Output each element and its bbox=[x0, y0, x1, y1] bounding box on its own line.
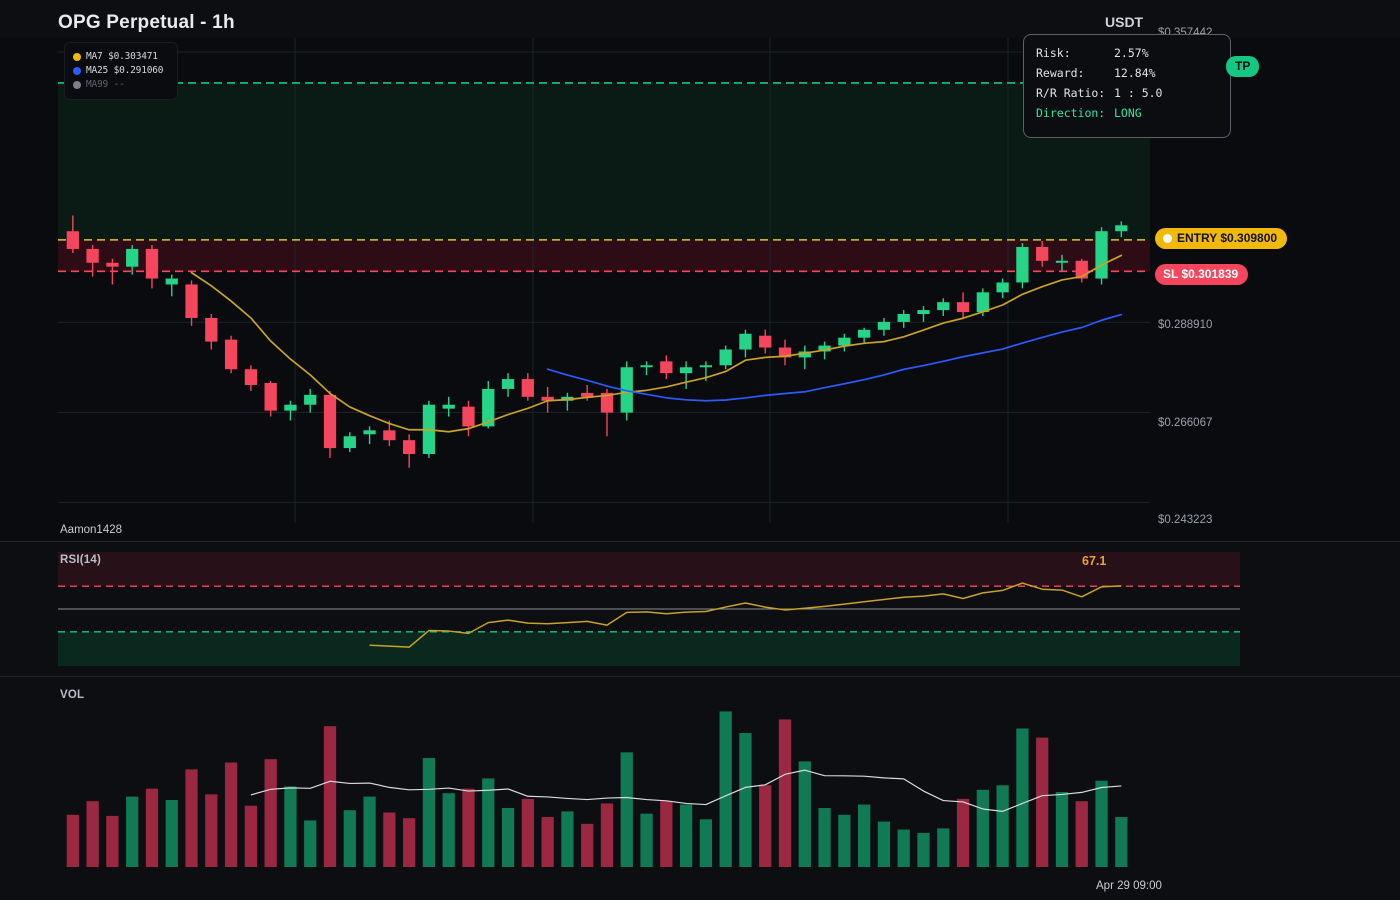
rr-ratio-key: R/R Ratio: bbox=[1036, 86, 1106, 100]
rr-ratio-value: 1 : 5.0 bbox=[1114, 86, 1163, 100]
reward-key: Reward: bbox=[1036, 66, 1085, 80]
quote-currency-label: USDT bbox=[1105, 14, 1144, 30]
entry-label: ENTRY $0.309800 bbox=[1177, 231, 1278, 245]
risk-key: Risk: bbox=[1036, 46, 1071, 60]
entry-tag[interactable]: ENTRY $0.309800 bbox=[1155, 228, 1288, 249]
rsi-value: 67.1 bbox=[1082, 554, 1107, 568]
volume-panel: VOL bbox=[0, 677, 1400, 900]
ma99-color-dot bbox=[73, 80, 81, 89]
reward-value: 12.84% bbox=[1114, 66, 1156, 80]
ma-legend-row-ma25[interactable]: MA25 $0.291060 bbox=[73, 64, 169, 77]
stop-loss-label: SL $0.301839 bbox=[1163, 267, 1239, 281]
ma7-color-dot bbox=[73, 52, 81, 61]
risk-value: 2.57% bbox=[1114, 46, 1149, 60]
take-profit-tag[interactable]: TP bbox=[1226, 56, 1260, 77]
time-axis-label: Apr 29 09:00 bbox=[1096, 880, 1162, 892]
panel-separator-2 bbox=[0, 676, 1400, 677]
rsi-plot[interactable] bbox=[58, 542, 1240, 676]
rsi-svg bbox=[58, 552, 1240, 666]
price-tick-1: $0.288910 bbox=[1158, 319, 1213, 331]
ma-legend[interactable]: MA7 $0.303471 MA25 $0.291060 MA99 -- bbox=[65, 43, 177, 99]
watermark: Aamon1428 bbox=[60, 524, 123, 536]
candlestick-svg bbox=[58, 38, 1150, 523]
volume-label: VOL bbox=[60, 689, 85, 701]
price-tick-3: $0.243223 bbox=[1158, 514, 1213, 526]
risk-row: Risk: 2.57% bbox=[1036, 43, 1218, 63]
risk-reward-box: Risk: 2.57% Reward: 12.84% R/R Ratio: 1 … bbox=[1023, 34, 1231, 138]
direction-value: LONG bbox=[1114, 106, 1142, 120]
volume-svg bbox=[66, 711, 1128, 867]
panel-separator-1 bbox=[0, 541, 1400, 542]
reward-row: Reward: 12.84% bbox=[1036, 63, 1218, 83]
rsi-panel: RSI(14) 67.1 bbox=[0, 542, 1400, 676]
ma-legend-row-ma7[interactable]: MA7 $0.303471 bbox=[73, 50, 169, 63]
ma7-label: MA7 $0.303471 bbox=[86, 51, 158, 62]
price-tick-2: $0.266067 bbox=[1158, 417, 1213, 429]
stop-loss-tag[interactable]: SL $0.301839 bbox=[1155, 264, 1249, 285]
direction-row: Direction: LONG bbox=[1036, 103, 1218, 123]
page-title: OPG Perpetual - 1h bbox=[58, 12, 235, 33]
rsi-label: RSI(14) bbox=[60, 554, 102, 566]
direction-key: Direction: bbox=[1036, 106, 1106, 120]
take-profit-label: TP bbox=[1235, 59, 1251, 73]
ma99-label: MA99 -- bbox=[86, 79, 125, 90]
ma-legend-row-ma99[interactable]: MA99 -- bbox=[73, 78, 169, 91]
ma25-color-dot bbox=[73, 66, 81, 75]
rr-ratio-row: R/R Ratio: 1 : 5.0 bbox=[1036, 83, 1218, 103]
entry-dot-icon bbox=[1163, 233, 1172, 243]
volume-plot[interactable] bbox=[58, 677, 1150, 867]
candlestick-plot[interactable] bbox=[58, 38, 1150, 523]
ma25-label: MA25 $0.291060 bbox=[86, 65, 164, 76]
